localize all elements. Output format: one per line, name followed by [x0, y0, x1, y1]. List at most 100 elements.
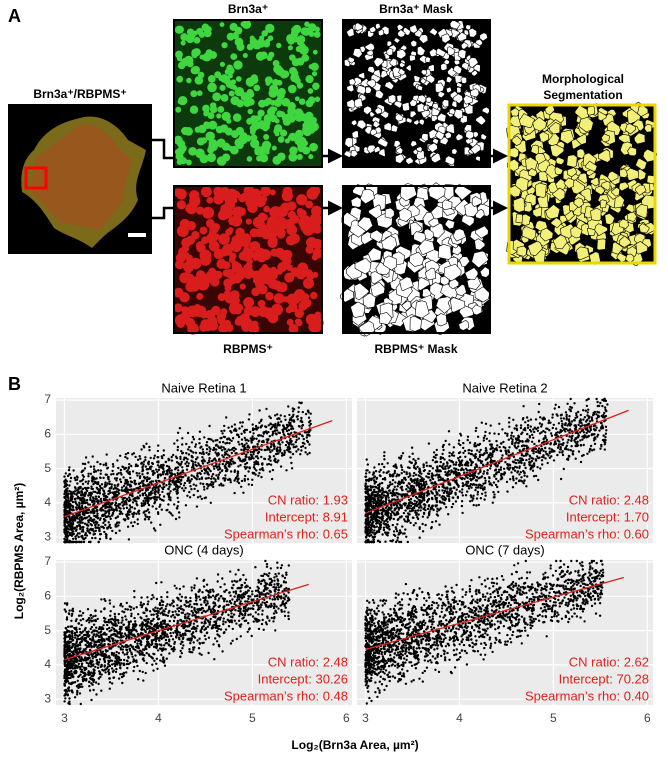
point: [236, 474, 239, 477]
point: [98, 528, 101, 532]
point: [391, 479, 395, 482]
point: [587, 397, 590, 401]
point: [242, 491, 245, 494]
point: [275, 449, 279, 452]
point: [492, 481, 496, 484]
point: [526, 426, 530, 429]
point: [84, 480, 88, 483]
point: [143, 491, 147, 495]
cell: [286, 264, 293, 271]
cell: [187, 323, 194, 330]
cell: [447, 46, 456, 56]
point: [114, 516, 118, 520]
point: [147, 477, 151, 480]
cell: [272, 79, 280, 87]
point: [493, 432, 496, 435]
cell: [384, 81, 394, 91]
point: [300, 427, 303, 430]
point: [274, 422, 277, 426]
point: [102, 509, 105, 512]
point: [591, 449, 594, 452]
point: [533, 442, 536, 446]
point: [181, 443, 184, 446]
point: [507, 449, 510, 452]
point: [588, 420, 592, 423]
point: [66, 487, 69, 490]
point: [246, 446, 249, 449]
cell: [405, 64, 412, 72]
point: [217, 476, 220, 479]
point: [215, 448, 218, 451]
point: [381, 533, 384, 536]
point: [167, 457, 170, 460]
image-title: Brn3a⁺: [228, 2, 268, 16]
point: [65, 489, 69, 493]
point: [297, 448, 300, 451]
cell: [277, 282, 288, 293]
cell: [266, 54, 273, 61]
point: [380, 481, 384, 485]
cell: [240, 233, 252, 244]
point: [203, 472, 206, 475]
point: [220, 429, 223, 433]
cell: [369, 111, 376, 118]
point: [419, 504, 422, 507]
point: [574, 457, 577, 460]
point: [68, 540, 72, 544]
point: [112, 509, 116, 512]
point: [383, 454, 386, 458]
point: [186, 458, 189, 461]
point: [265, 407, 268, 411]
point: [489, 467, 492, 470]
point: [205, 444, 209, 447]
point: [173, 483, 176, 486]
point: [448, 443, 451, 446]
point: [230, 451, 233, 455]
point: [134, 463, 138, 466]
cell: [409, 110, 417, 119]
cell: [445, 76, 453, 84]
point: [480, 421, 483, 424]
image-border: [173, 19, 323, 168]
cell: [416, 45, 426, 57]
point: [499, 466, 503, 469]
point: [147, 499, 150, 503]
point: [278, 424, 281, 427]
point: [135, 512, 138, 515]
point: [507, 421, 511, 424]
point: [152, 457, 156, 460]
point: [404, 509, 407, 512]
point: [213, 467, 216, 470]
point: [267, 430, 270, 434]
point: [64, 478, 67, 481]
point: [231, 437, 235, 440]
point: [383, 478, 387, 481]
point: [258, 439, 261, 442]
point: [250, 483, 254, 487]
point: [403, 504, 407, 507]
point: [110, 473, 113, 476]
point: [274, 452, 278, 456]
point: [114, 491, 117, 494]
point: [162, 482, 166, 485]
point: [91, 509, 94, 513]
point: [297, 410, 300, 414]
point: [223, 479, 226, 482]
point: [448, 473, 452, 476]
cell: [220, 94, 229, 102]
point: [268, 415, 271, 418]
point: [595, 426, 598, 429]
point: [108, 482, 111, 486]
point: [309, 412, 312, 415]
point: [168, 480, 171, 484]
point: [112, 472, 115, 476]
point: [102, 489, 105, 492]
point: [198, 430, 202, 433]
point: [194, 476, 197, 480]
point: [152, 486, 156, 489]
point: [598, 429, 601, 432]
cell: [259, 35, 265, 41]
point: [149, 493, 152, 496]
cell: [250, 139, 260, 149]
cell: [370, 128, 378, 136]
